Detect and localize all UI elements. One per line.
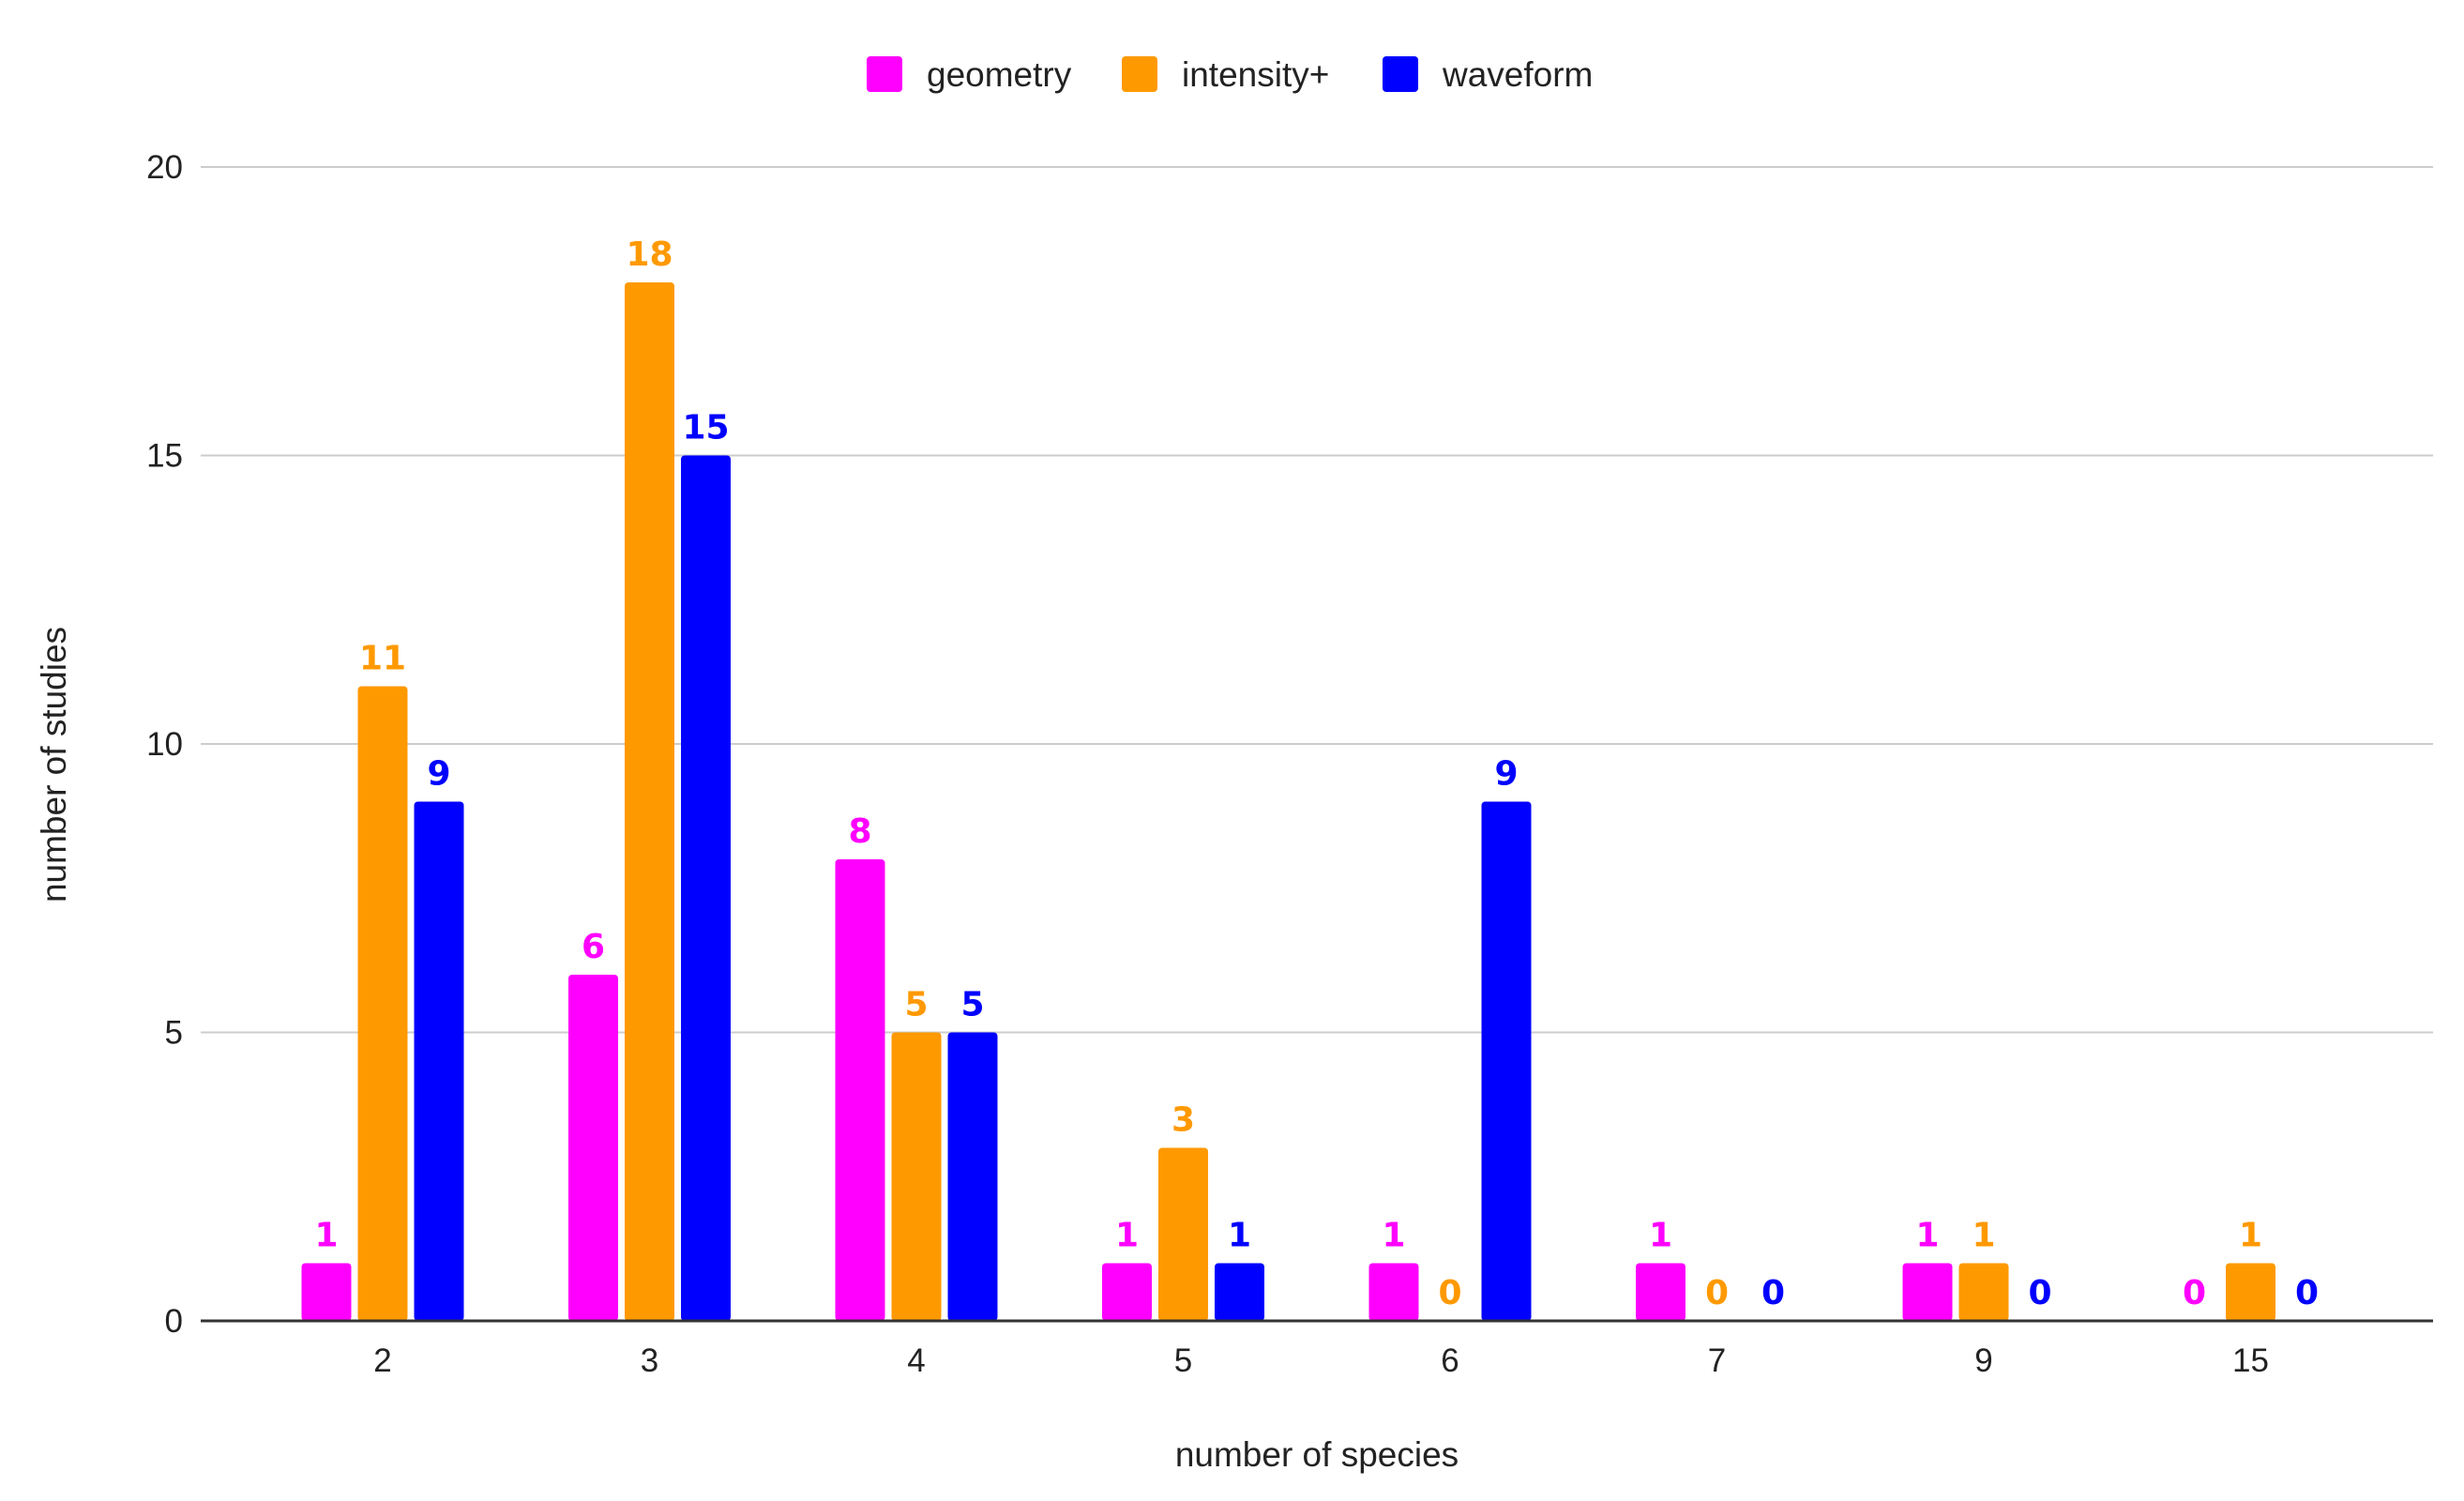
- bar-geometry-4: [835, 859, 885, 1321]
- legend-swatch: [1122, 56, 1157, 92]
- legend-swatch: [1383, 56, 1418, 92]
- x-tick-label: 6: [1441, 1342, 1459, 1379]
- data-label: 1: [1115, 1217, 1139, 1255]
- legend-label: waveform: [1442, 55, 1593, 94]
- bar-geometry-2: [301, 1263, 352, 1321]
- y-tick-label: 20: [146, 149, 183, 186]
- x-tick-label: 4: [907, 1342, 925, 1379]
- data-label: 0: [1438, 1274, 1461, 1312]
- data-label: 0: [2028, 1274, 2051, 1312]
- bar-intensity-15: [2226, 1263, 2275, 1321]
- bar-waveform-2: [414, 801, 464, 1321]
- y-ticks: 0 5 10 15 20: [146, 149, 183, 1340]
- data-label: 1: [1382, 1217, 1405, 1255]
- data-label: 0: [2295, 1274, 2319, 1312]
- y-tick-label: 0: [165, 1303, 183, 1340]
- bars: [301, 282, 2275, 1321]
- bar-geometry-9: [1902, 1263, 1953, 1321]
- x-tick-label: 5: [1174, 1342, 1192, 1379]
- bar-geometry-6: [1368, 1263, 1419, 1321]
- legend-label: geometry: [927, 55, 1072, 94]
- legend-swatch: [867, 56, 902, 92]
- data-label: 5: [960, 986, 984, 1024]
- y-tick-label: 5: [165, 1015, 183, 1052]
- data-label: 1: [1915, 1217, 1939, 1255]
- data-label: 3: [1172, 1101, 1195, 1140]
- data-label: 0: [1705, 1274, 1729, 1312]
- gridlines: [201, 166, 2433, 1034]
- bar-waveform-4: [947, 1032, 998, 1321]
- bar-intensity-2: [357, 686, 408, 1321]
- x-tick-label: 7: [1708, 1342, 1726, 1379]
- x-axis-title: number of species: [1175, 1435, 1459, 1474]
- y-tick-label: 15: [146, 438, 183, 475]
- data-label: 18: [626, 235, 673, 274]
- x-tick-label: 2: [373, 1342, 391, 1379]
- data-label: 1: [1228, 1217, 1251, 1255]
- data-label: 15: [682, 409, 729, 447]
- data-label: 9: [1494, 755, 1518, 794]
- bar-intensity-3: [625, 282, 674, 1321]
- y-tick-label: 10: [146, 726, 183, 763]
- data-label: 1: [1649, 1217, 1672, 1255]
- bar-intensity-4: [891, 1032, 942, 1321]
- bar-waveform-6: [1481, 801, 1532, 1321]
- data-label: 1: [1972, 1217, 1995, 1255]
- data-label: 0: [1761, 1274, 1785, 1312]
- data-label: 5: [904, 986, 928, 1024]
- data-label: 0: [2183, 1274, 2206, 1312]
- bar-geometry-3: [568, 975, 618, 1321]
- bar-waveform-5: [1215, 1263, 1264, 1321]
- x-tick-label: 3: [641, 1342, 658, 1379]
- bar-waveform-3: [681, 455, 731, 1321]
- data-label: 9: [427, 755, 450, 794]
- bar-intensity-5: [1158, 1147, 1208, 1321]
- x-tick-label: 9: [1974, 1342, 1992, 1379]
- legend-label: intensity+: [1182, 55, 1329, 94]
- bar-geometry-7: [1636, 1263, 1685, 1321]
- x-tick-label: 15: [2232, 1342, 2269, 1379]
- bar-geometry-5: [1102, 1263, 1152, 1321]
- data-label: 8: [848, 812, 871, 851]
- legend: geometry intensity+ waveform: [867, 55, 1593, 94]
- data-label: 1: [2239, 1217, 2262, 1255]
- data-label: 11: [359, 640, 406, 678]
- y-axis-title: number of studies: [35, 627, 73, 902]
- x-ticks: 2 3 4 5 6 7 9 15: [373, 1342, 2269, 1379]
- data-label: 6: [582, 928, 605, 966]
- bar-intensity-9: [1958, 1263, 2009, 1321]
- data-label: 1: [314, 1217, 338, 1255]
